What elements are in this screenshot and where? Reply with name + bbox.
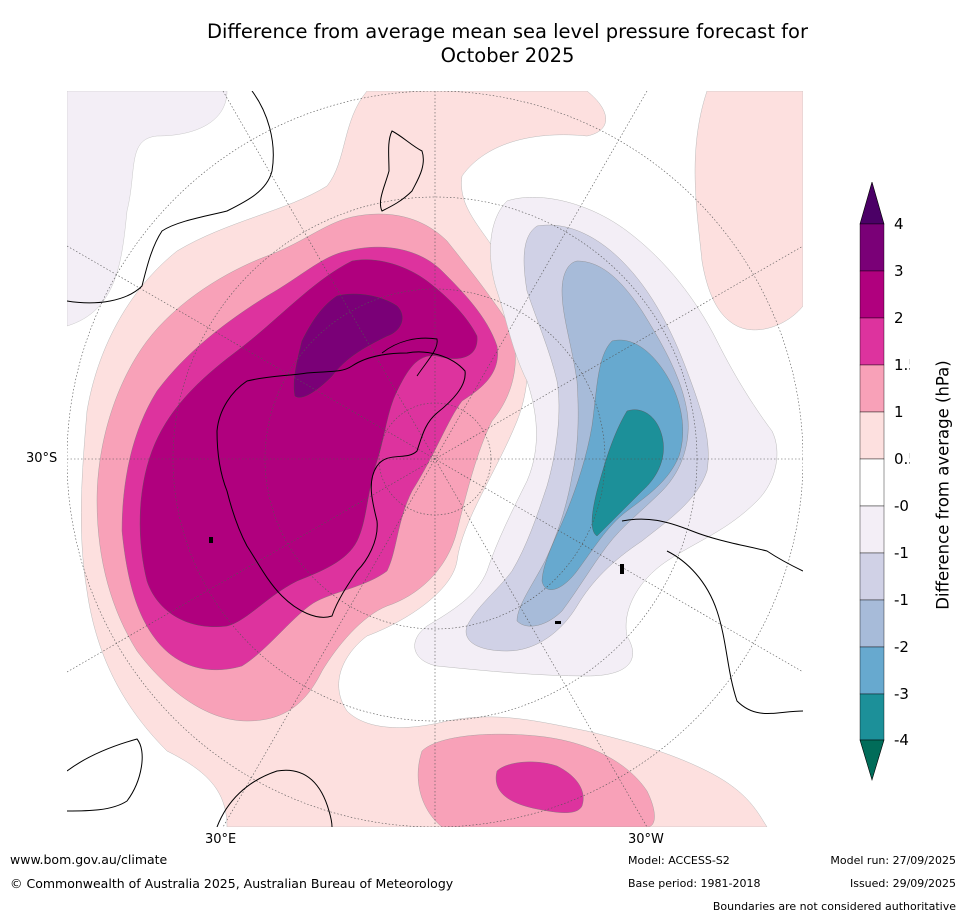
colorbar-tick-3: 3 [894,262,904,280]
chart-title: Difference from average mean sea level p… [0,20,965,68]
colorbar-bin-m1-m1.5 [859,552,885,601]
colorbar-tick-1: 1 [894,403,904,421]
colorbar-bin-3-4 [859,223,885,272]
lat-label-30s: 30°S [26,451,58,466]
anomaly-region-pos-0.5-1-northeast [694,91,803,331]
colorbar-svg: 4 3 2 1.5 1 0.5 -0.5 -1 -1.5 -2 -3 -4 [859,180,923,782]
colorbar-tick-m1: -1 [894,544,909,562]
anomaly-region-neg-0.5-1-northwest [67,91,228,327]
island-marker-1 [209,537,213,543]
colorbar: 4 3 2 1.5 1 0.5 -0.5 -1 -1.5 -2 -3 -4 [850,180,923,782]
footer-disclaimer: Boundaries are not considered authoritat… [712,900,956,913]
south-america-east-coastline [666,550,803,714]
antarctica-coastline [216,351,466,618]
colorbar-bin-m0.5-m1 [859,505,885,554]
colorbar-extend-bottom [859,739,885,782]
footer-website: www.bom.gov.au/climate [10,852,168,867]
footer-copyright: © Commonwealth of Australia 2025, Austra… [10,876,454,891]
anomaly-region-pos-2-3 [139,259,478,627]
island-marker-3 [620,564,624,574]
anomaly-region-neg-3-4 [591,409,664,537]
anomaly-region-pos-3-4 [293,293,403,398]
colorbar-bin-1-1.5 [859,364,885,413]
colorbar-bin-0.5-1 [859,411,885,460]
footer-base-period: Base period: 1981-2018 [628,877,761,890]
colorbar-tick-m2: -2 [894,638,909,656]
colorbar-extend-top [859,180,885,225]
colorbar-bin-m1.5-m2 [859,599,885,648]
lon-label-30w: 30°W [628,832,664,847]
colorbar-bin-neutral [859,458,885,507]
island-marker-2 [555,621,561,624]
graticule [67,91,803,827]
footer-model: Model: ACCESS-S2 [628,854,730,867]
colorbar-tick-m3: -3 [894,685,909,703]
colorbar-bin-2-3 [859,270,885,319]
colorbar-title: Difference from average (hPa) [933,360,953,610]
colorbar-tick-1.5: 1.5 [894,356,910,374]
colorbar-tick-m4: -4 [894,731,909,749]
colorbar-tick-4: 4 [894,215,904,233]
australia-coastline [67,91,274,304]
colorbar-tick-2: 2 [894,309,904,327]
colorbar-tick-m1.5: -1.5 [894,591,910,609]
africa-southern-coastline [216,769,333,827]
colorbar-bin-m2-m3 [859,646,885,695]
title-line-2: October 2025 [440,44,575,67]
anomaly-region-pos-1.5-2-south [495,761,584,813]
africa-coastline [67,738,143,812]
colorbar-tick-0.5: 0.5 [894,450,910,468]
colorbar-bin-1.5-2 [859,317,885,366]
map-svg [67,91,803,827]
footer-model-run: Model run: 27/09/2025 [830,854,956,867]
pressure-anomaly-map [67,91,803,827]
title-line-1: Difference from average mean sea level p… [207,20,808,43]
antarctic-peninsula-coastline [381,337,438,377]
south-america-coastline [621,518,803,572]
new-zealand-coastline [379,130,424,212]
lon-label-30e: 30°E [205,832,237,847]
colorbar-bin-m3-m4 [859,693,885,741]
footer-issued: Issued: 29/09/2025 [849,877,956,890]
colorbar-tick-m0.5: -0.5 [894,497,910,515]
